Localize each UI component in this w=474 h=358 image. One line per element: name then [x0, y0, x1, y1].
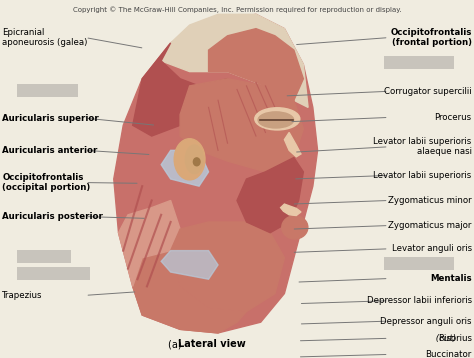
Polygon shape: [161, 150, 209, 186]
Text: Occipitofrontalis
(occipital portion): Occipitofrontalis (occipital portion): [2, 173, 91, 192]
Bar: [17, 267, 90, 280]
Bar: [17, 250, 71, 263]
Polygon shape: [133, 251, 246, 333]
Ellipse shape: [185, 145, 203, 174]
Ellipse shape: [255, 108, 300, 130]
Text: Depressor anguli oris: Depressor anguli oris: [380, 316, 472, 326]
Text: Occipitofrontalis
(frontal portion): Occipitofrontalis (frontal portion): [390, 28, 472, 47]
Polygon shape: [237, 158, 303, 233]
Polygon shape: [114, 14, 318, 333]
Polygon shape: [209, 29, 303, 100]
Text: Zygomaticus major: Zygomaticus major: [388, 221, 472, 230]
Text: (cut): (cut): [433, 334, 456, 343]
Text: Auricularis anterior: Auricularis anterior: [2, 146, 98, 155]
Polygon shape: [281, 204, 301, 216]
Ellipse shape: [258, 112, 293, 128]
Polygon shape: [180, 79, 303, 172]
Polygon shape: [118, 200, 180, 286]
Text: Trapezius: Trapezius: [2, 291, 43, 300]
Bar: [384, 56, 454, 69]
Text: Procerus: Procerus: [435, 113, 472, 122]
Polygon shape: [171, 222, 284, 311]
Text: Risorius: Risorius: [438, 334, 472, 343]
Polygon shape: [133, 43, 237, 136]
Bar: [17, 84, 78, 97]
Text: Levator labii superioris: Levator labii superioris: [374, 171, 472, 180]
Ellipse shape: [174, 139, 205, 180]
Text: Epicranial
aponeurosis (galea): Epicranial aponeurosis (galea): [2, 28, 88, 47]
Text: Mentalis: Mentalis: [430, 274, 472, 283]
Text: Levator anguli oris: Levator anguli oris: [392, 244, 472, 253]
Ellipse shape: [193, 158, 200, 166]
Text: Zygomaticus minor: Zygomaticus minor: [388, 196, 472, 205]
Polygon shape: [161, 14, 308, 107]
Ellipse shape: [282, 216, 308, 239]
Text: Corrugator supercilii: Corrugator supercilii: [384, 87, 472, 96]
Text: Levator labii superioris
alaeque nasi: Levator labii superioris alaeque nasi: [374, 137, 472, 156]
Text: Lateral view: Lateral view: [178, 339, 246, 349]
Text: Auricularis posterior: Auricularis posterior: [2, 212, 103, 221]
Text: Auricularis superior: Auricularis superior: [2, 113, 99, 123]
Polygon shape: [161, 251, 218, 279]
Text: Buccinator: Buccinator: [425, 350, 472, 358]
Bar: [384, 257, 454, 270]
Text: (a): (a): [168, 339, 185, 349]
Text: Depressor labii inferioris: Depressor labii inferioris: [366, 296, 472, 305]
Text: Copyright © The McGraw-Hill Companies, Inc. Permission required for reproduction: Copyright © The McGraw-Hill Companies, I…: [73, 6, 401, 13]
Polygon shape: [284, 132, 301, 157]
